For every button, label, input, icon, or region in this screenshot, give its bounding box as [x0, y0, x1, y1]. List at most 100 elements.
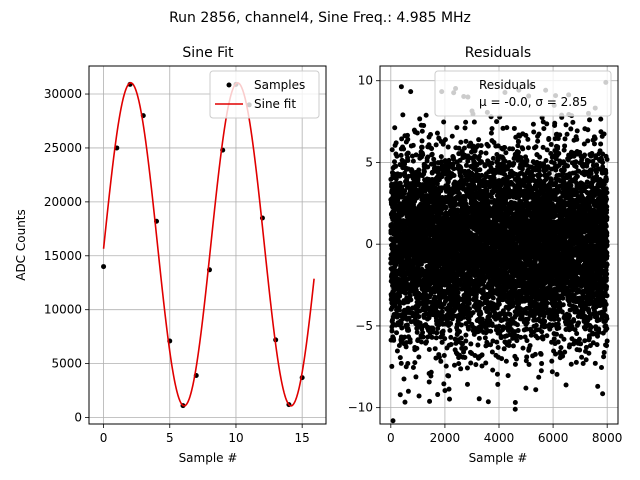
legend-samples-label: Samples — [254, 78, 305, 92]
residual-point — [478, 150, 484, 156]
residual-point — [503, 150, 509, 156]
residual-point — [502, 145, 508, 151]
residual-point — [445, 144, 451, 150]
residual-point — [407, 293, 413, 299]
residual-point — [442, 137, 448, 143]
residual-point — [389, 363, 395, 369]
residual-point — [465, 326, 471, 332]
residual-point — [448, 342, 454, 348]
residual-point — [463, 338, 469, 344]
residual-point — [433, 295, 439, 301]
residual-point — [421, 123, 427, 129]
residual-point — [440, 328, 446, 334]
residual-point — [428, 131, 434, 137]
residual-point — [439, 309, 445, 315]
residual-point — [441, 381, 447, 387]
residual-point — [402, 334, 408, 340]
residual-point — [514, 338, 520, 344]
residual-point — [483, 150, 489, 156]
residual-point — [455, 290, 461, 296]
x-tick-label: 10 — [228, 431, 243, 445]
sine-fit-legend-box — [209, 70, 320, 119]
residual-point — [389, 328, 395, 334]
residual-point — [410, 365, 416, 371]
residual-point — [403, 340, 409, 346]
residual-point — [463, 162, 469, 168]
residual-point — [494, 119, 500, 125]
residual-point — [429, 334, 435, 340]
residual-point — [394, 348, 400, 354]
residual-point — [511, 160, 517, 166]
residual-point — [463, 138, 469, 144]
residual-point — [479, 352, 485, 358]
residual-point — [448, 320, 454, 326]
residual-point — [471, 119, 477, 125]
residual-point — [503, 358, 509, 364]
residual-point — [476, 137, 482, 143]
residual-point — [425, 334, 431, 340]
legend-samples-marker-icon — [226, 82, 232, 88]
residual-point — [418, 339, 424, 345]
residual-point — [410, 142, 416, 148]
residual-point — [420, 334, 426, 340]
residual-point — [461, 145, 467, 151]
y-tick-label: 15000 — [44, 249, 82, 263]
residual-point — [462, 355, 468, 361]
residual-point — [414, 130, 420, 136]
x-tick-label: 5 — [166, 431, 174, 445]
residual-point — [414, 283, 420, 289]
residual-point — [399, 325, 405, 331]
residual-point — [441, 119, 447, 125]
residual-point — [398, 320, 404, 326]
residual-point — [510, 343, 516, 349]
residual-point — [512, 400, 518, 406]
x-tick-label: 0 — [387, 431, 395, 445]
residual-point — [402, 399, 408, 405]
residual-point — [504, 125, 510, 131]
residual-point — [412, 360, 418, 366]
sine-fit-xlabel: Sample # — [179, 451, 238, 465]
residual-point — [451, 173, 457, 179]
residual-point — [485, 143, 491, 149]
residual-point — [518, 334, 524, 340]
residual-point — [401, 376, 407, 382]
residual-point — [425, 154, 431, 160]
residual-point — [448, 334, 454, 340]
residual-point — [435, 392, 441, 398]
residual-point — [406, 327, 412, 333]
residual-point — [436, 354, 442, 360]
residual-point — [417, 116, 423, 122]
sine-fit-axes: Sine Fit Sample # ADC Counts 0 5 10 1505000… — [14, 45, 327, 465]
residual-point — [442, 336, 448, 342]
residual-point — [434, 130, 440, 136]
residual-point — [435, 310, 441, 316]
residual-point — [410, 158, 416, 164]
residual-point — [426, 379, 432, 385]
residual-point — [482, 335, 488, 341]
residual-point — [405, 136, 411, 142]
residual-point — [456, 361, 462, 367]
residual-point — [463, 332, 469, 338]
sine-fit-title: Sine Fit — [182, 45, 234, 61]
residual-point — [414, 329, 420, 335]
legend-sine-fit-label: Sine fit — [254, 97, 296, 111]
residual-point — [428, 373, 434, 379]
y-tick-label: 30000 — [44, 87, 82, 101]
residual-point — [479, 172, 485, 178]
residual-point — [495, 345, 501, 351]
residual-point — [419, 138, 425, 144]
residual-point — [514, 322, 520, 328]
residual-point — [408, 89, 414, 95]
residual-point — [488, 130, 494, 136]
x-tick-label: 8000 — [592, 431, 623, 445]
residual-point — [468, 341, 474, 347]
residual-point — [416, 314, 422, 320]
y-tick-label: 0 — [365, 237, 373, 251]
residual-point — [447, 327, 453, 333]
residual-point — [501, 346, 507, 352]
residual-point — [397, 392, 403, 398]
residual-point — [397, 293, 403, 299]
residual-point — [483, 360, 489, 366]
residual-point — [462, 125, 468, 131]
residual-point — [462, 345, 468, 351]
